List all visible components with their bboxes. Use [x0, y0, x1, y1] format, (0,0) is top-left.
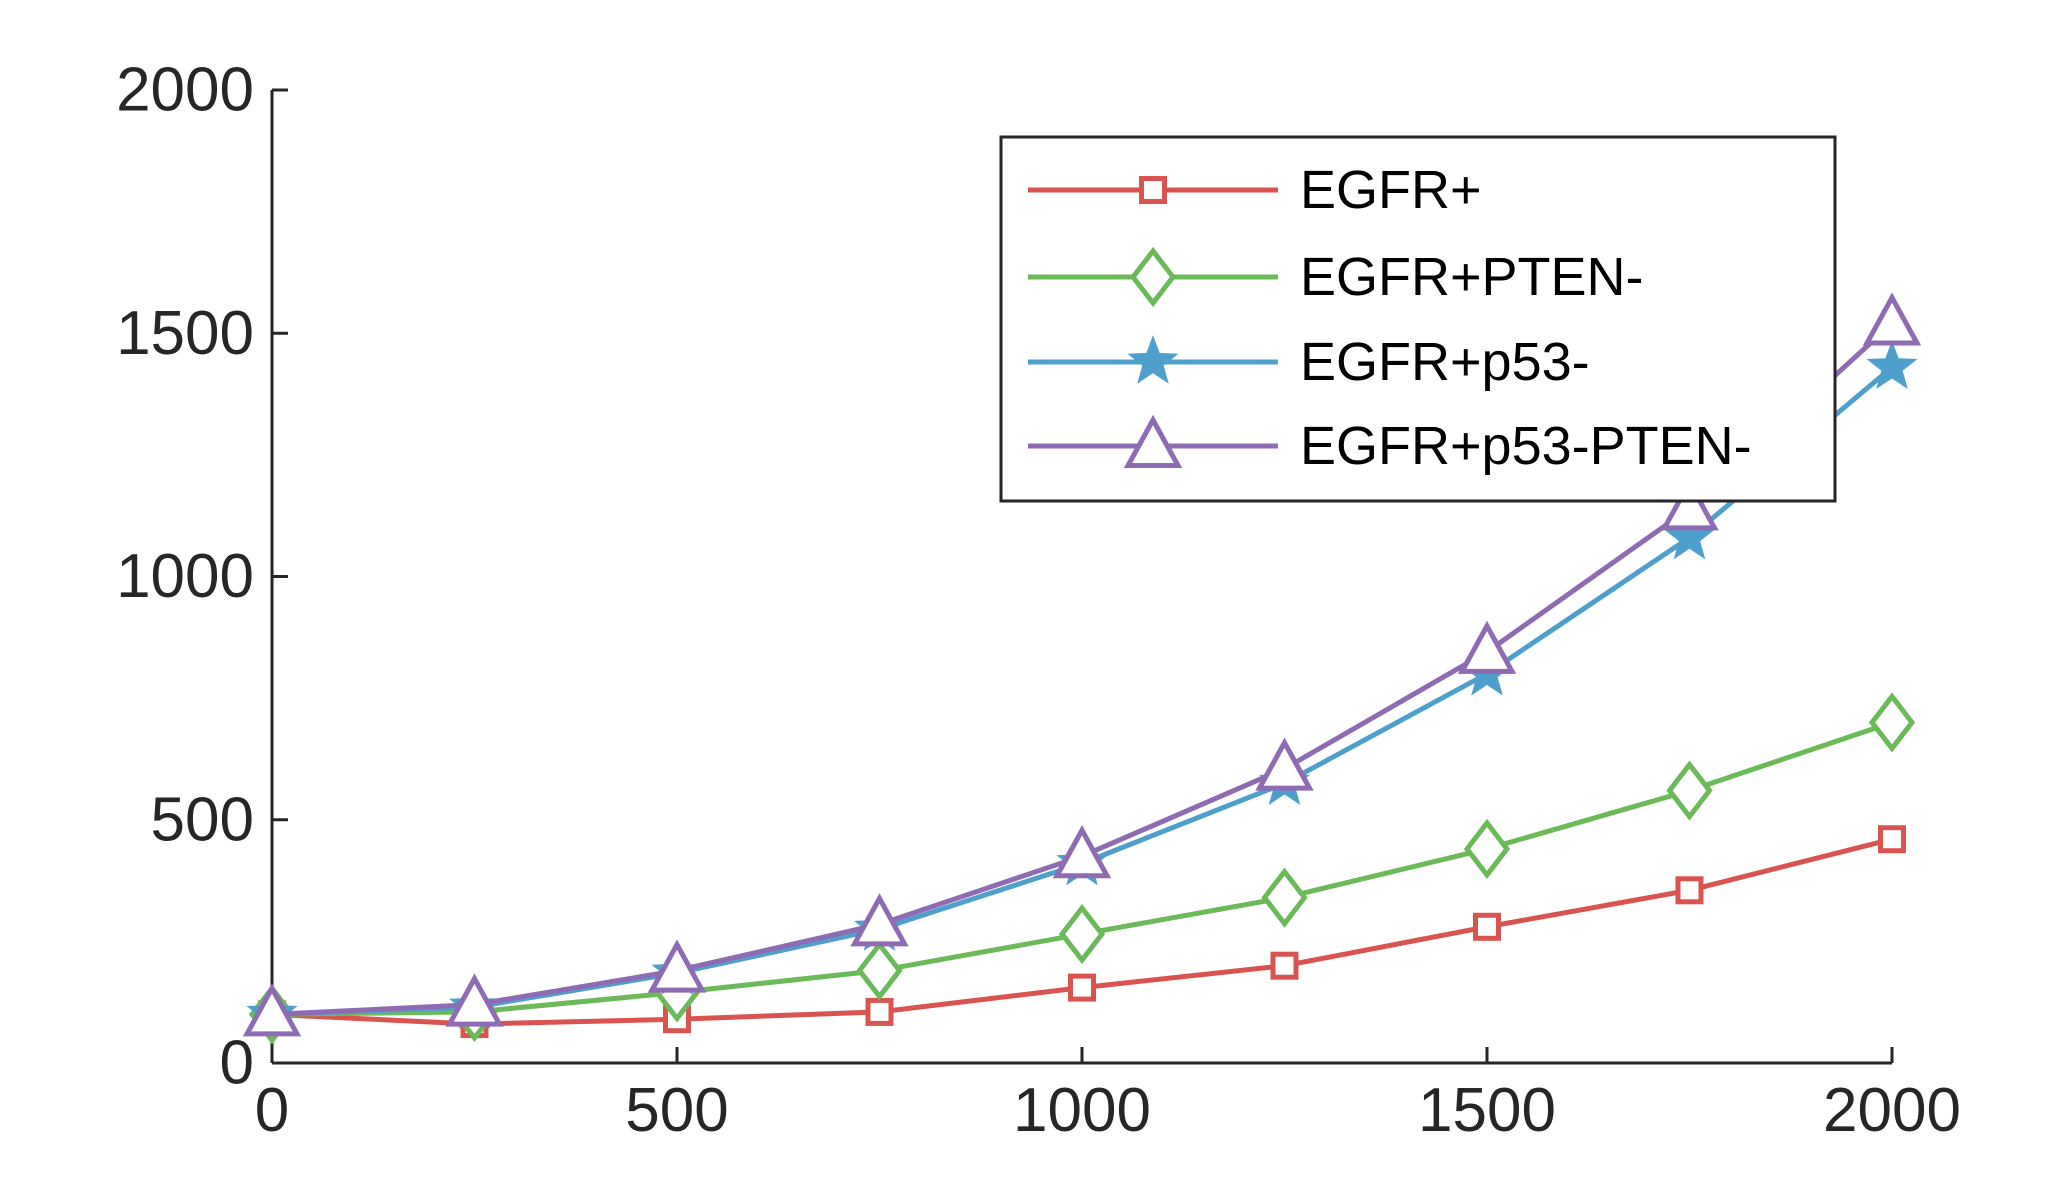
data-point-triangle [1660, 477, 1719, 531]
x-tick-label: 0 [255, 1076, 289, 1145]
legend-item: EGFR+p53-PTEN- [1028, 414, 1752, 476]
data-point-triangle [445, 973, 504, 1027]
data-point-square [865, 997, 894, 1026]
y-tick-label: 1500 [116, 299, 254, 368]
x-tick-label: 500 [625, 1076, 728, 1145]
data-series [242, 292, 1922, 1045]
data-point-diamond [856, 940, 903, 1001]
y-tick-label: 2000 [116, 56, 254, 125]
legend-marker-star [1127, 335, 1179, 384]
data-point-triangle [242, 983, 302, 1037]
data-point-diamond [1058, 903, 1106, 965]
legend-label: EGFR+p53- [1300, 332, 1590, 392]
data-point-triangle [1255, 737, 1314, 791]
legend-items: EGFR+ EGFR+PTEN- EGFR+p53- EGFR+p53-PTEN- [1028, 160, 1752, 476]
legend-label: EGFR+PTEN- [1300, 247, 1644, 307]
y-tick-label: 1000 [116, 542, 254, 611]
x-tick-label: 1000 [1013, 1076, 1151, 1145]
data-point-square [1675, 876, 1704, 905]
data-point-triangle [850, 893, 909, 947]
data-point-diamond [1261, 867, 1308, 928]
y-tick-label: 500 [151, 785, 254, 854]
legend-item: EGFR+p53- [1028, 332, 1590, 392]
legend-item: EGFR+ [1028, 160, 1482, 220]
data-point-triangle [1052, 825, 1112, 879]
data-point-triangle [1862, 292, 1922, 346]
data-point-diamond [1463, 818, 1511, 880]
legend-marker-triangle [1123, 414, 1183, 468]
data-point-square [1473, 912, 1501, 941]
data-point-star [1866, 340, 1918, 390]
legend-label: EGFR+ [1300, 160, 1482, 220]
data-point-square [1270, 951, 1299, 980]
data-point-square [1068, 973, 1096, 1002]
data-point-square [1878, 825, 1906, 854]
axis-ticks: 0 500 1000 1500 2000 0 500 1000 1500 2000 [116, 56, 1961, 1146]
legend-label: EGFR+p53-PTEN- [1300, 416, 1752, 476]
y-tick-label: 0 [220, 1029, 254, 1098]
series-3 [242, 292, 1922, 1037]
data-point-triangle [647, 939, 707, 993]
x-tick-label: 2000 [1823, 1076, 1961, 1145]
legend-marker-diamond [1129, 246, 1177, 308]
data-point-diamond [1868, 692, 1916, 753]
legend-item: EGFR+PTEN- [1028, 246, 1644, 308]
data-point-diamond [1666, 760, 1713, 821]
data-point-triangle [1457, 620, 1517, 674]
legend: EGFR+ EGFR+PTEN- EGFR+p53- EGFR+p53-PTEN- [999, 135, 1837, 503]
legend-marker-square [1139, 176, 1167, 204]
x-tick-label: 1500 [1418, 1076, 1556, 1145]
